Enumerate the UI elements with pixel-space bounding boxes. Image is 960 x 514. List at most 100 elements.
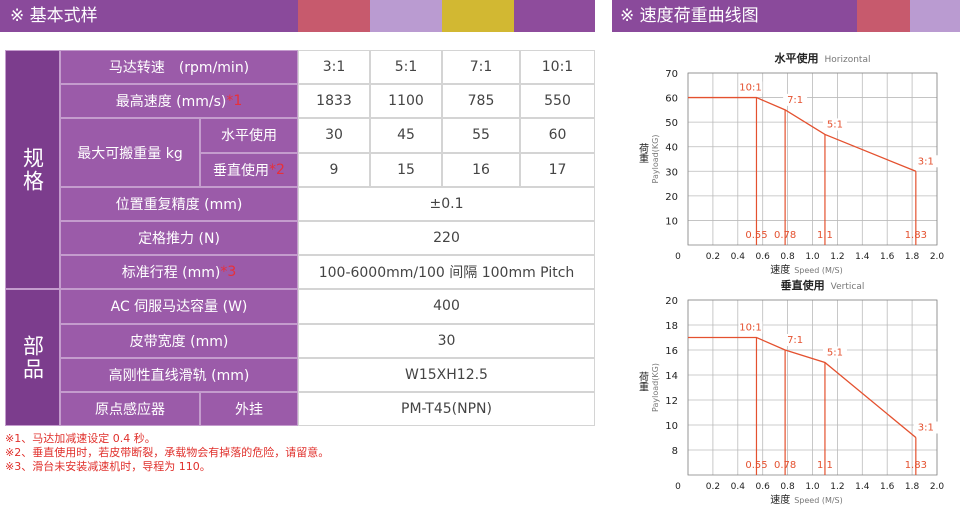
ratio-label: 10:1 — [739, 323, 761, 334]
x-tick-label: 1.6 — [880, 482, 895, 492]
x-tick-label: 1.2 — [830, 482, 844, 492]
sublabel-text: 水平使用 — [221, 128, 277, 145]
ratio-label: 5:1 — [827, 119, 843, 130]
value-text: 100-6000mm/100 间隔 100mm Pitch — [318, 265, 575, 282]
x-tick-label: 1.8 — [905, 252, 920, 262]
footnote: ※1、马达加减速设定 0.4 秒。 — [5, 432, 156, 445]
group-text: 规格 — [20, 146, 45, 193]
label-bg — [738, 321, 763, 334]
section-title: ※ 速度荷重曲线图 — [620, 6, 759, 26]
x-tick-label: 0.8 — [780, 252, 795, 262]
label-text: 定格推力 (N) — [138, 231, 220, 248]
value-text: 9 — [329, 161, 339, 178]
section-title: ※ 基本式样 — [10, 6, 98, 26]
label-text: AC 伺服马达容量 (W) — [110, 299, 248, 316]
header-bar — [612, 0, 857, 32]
value-cell: 1100 — [370, 84, 442, 119]
chart-title: 垂直使用 Vertical — [781, 278, 865, 292]
y-tick-label: 8 — [672, 446, 678, 457]
x-tick-label: 0.2 — [706, 252, 720, 262]
ratio-label: 5:1 — [827, 348, 843, 359]
value-cell: ±0.1 — [298, 186, 595, 221]
y-axis-label-en: Payload(KG) — [651, 363, 660, 412]
label-text: 皮带宽度 (mm) — [129, 333, 229, 350]
row-label: AC 伺服马达容量 (W) — [60, 289, 298, 324]
x-tick-label: 0.4 — [731, 252, 746, 262]
color-block — [910, 0, 960, 32]
x-tick-label: 1.2 — [830, 252, 844, 262]
y-tick-label: 40 — [665, 143, 678, 154]
payload-line — [688, 336, 917, 439]
y-tick-label: 30 — [665, 167, 678, 178]
color-block — [442, 0, 514, 32]
value-cell: 550 — [520, 84, 595, 119]
row-sublabel: 水平使用 — [200, 118, 298, 153]
value-cell: 45 — [370, 118, 442, 153]
value-cell: 1833 — [298, 84, 370, 119]
label-bg — [783, 93, 808, 106]
ratio-label: 3:1 — [918, 156, 934, 167]
value-text: 55 — [472, 127, 490, 144]
value-text: 15 — [397, 161, 415, 178]
footnote-mark: *3 — [220, 264, 237, 281]
label-text: 标准行程 (mm) — [121, 265, 221, 282]
label-text: 最高速度 (mm/s) — [115, 94, 227, 111]
chart-title: 水平使用 Horizontal — [775, 51, 871, 65]
x-tick-label: 2.0 — [930, 252, 945, 262]
value-text: 60 — [548, 127, 567, 144]
value-text: 16 — [472, 161, 490, 178]
row-label: 标准行程 (mm) *3 — [60, 255, 298, 290]
speed-label: 0.55 — [745, 460, 767, 471]
x-tick-label: 0.6 — [756, 252, 771, 262]
speed-label: 0.78 — [774, 460, 796, 471]
speed-label: 1.83 — [905, 230, 927, 241]
x-tick-label: 0 — [675, 482, 681, 492]
row-label: 皮带宽度 (mm) — [60, 323, 298, 358]
x-tick-label: 1.4 — [855, 482, 870, 492]
x-tick-label: 0 — [675, 252, 681, 262]
value-cell: 7:1 — [442, 50, 520, 85]
color-block — [514, 0, 595, 32]
group-text: 部品 — [20, 334, 45, 381]
y-tick-label: 16 — [665, 346, 678, 357]
y-tick-label: 12 — [665, 396, 678, 407]
speed-label: 0.55 — [745, 230, 767, 241]
header-bar — [0, 0, 298, 32]
ratio-label: 7:1 — [787, 335, 803, 346]
x-tick-label: 0.2 — [706, 482, 720, 492]
value-cell: 9 — [298, 152, 370, 187]
row-label: 马达转速 (rpm/min) — [60, 50, 298, 85]
sublabel-text: 垂直使用 — [213, 162, 270, 179]
label-bg — [913, 421, 938, 434]
value-text: 30 — [325, 127, 343, 144]
y-tick-label: 50 — [665, 118, 678, 129]
value-cell: 220 — [298, 221, 595, 256]
row-label: 定格推力 (N) — [60, 221, 298, 256]
value-text: 30 — [437, 332, 456, 349]
x-tick-label: 1.6 — [880, 252, 895, 262]
plot-frame — [687, 299, 938, 476]
speed-label: 1.1 — [817, 230, 833, 241]
row-label: 高刚性直线滑轨 (mm) — [60, 357, 298, 392]
y-tick-label: 18 — [665, 321, 678, 332]
x-axis-label: 速度 Speed (M/S) — [770, 493, 843, 506]
value-cell: 16 — [442, 152, 520, 187]
row-label: 位置重复精度 (mm) — [60, 186, 298, 221]
value-text: 550 — [544, 93, 571, 110]
x-axis-label: 速度 Speed (M/S) — [770, 263, 843, 276]
value-cell: 30 — [298, 118, 370, 153]
value-cell: 17 — [520, 152, 595, 187]
color-block — [857, 0, 910, 32]
x-tick-label: 1.4 — [855, 252, 870, 262]
value-cell: 30 — [298, 323, 595, 358]
y-axis-label: 荷重 — [637, 371, 649, 391]
label-text: 最大可搬重量 kg — [77, 145, 183, 162]
footnote-mark: *2 — [269, 161, 285, 178]
plot-frame — [687, 72, 938, 246]
y-axis-label: 荷重 — [637, 143, 649, 163]
payload-line — [688, 96, 917, 172]
group-label: 部品 — [5, 289, 60, 427]
label-text: 高刚性直线滑轨 (mm) — [108, 367, 250, 384]
y-axis-label-en: Payload(KG) — [651, 135, 660, 184]
